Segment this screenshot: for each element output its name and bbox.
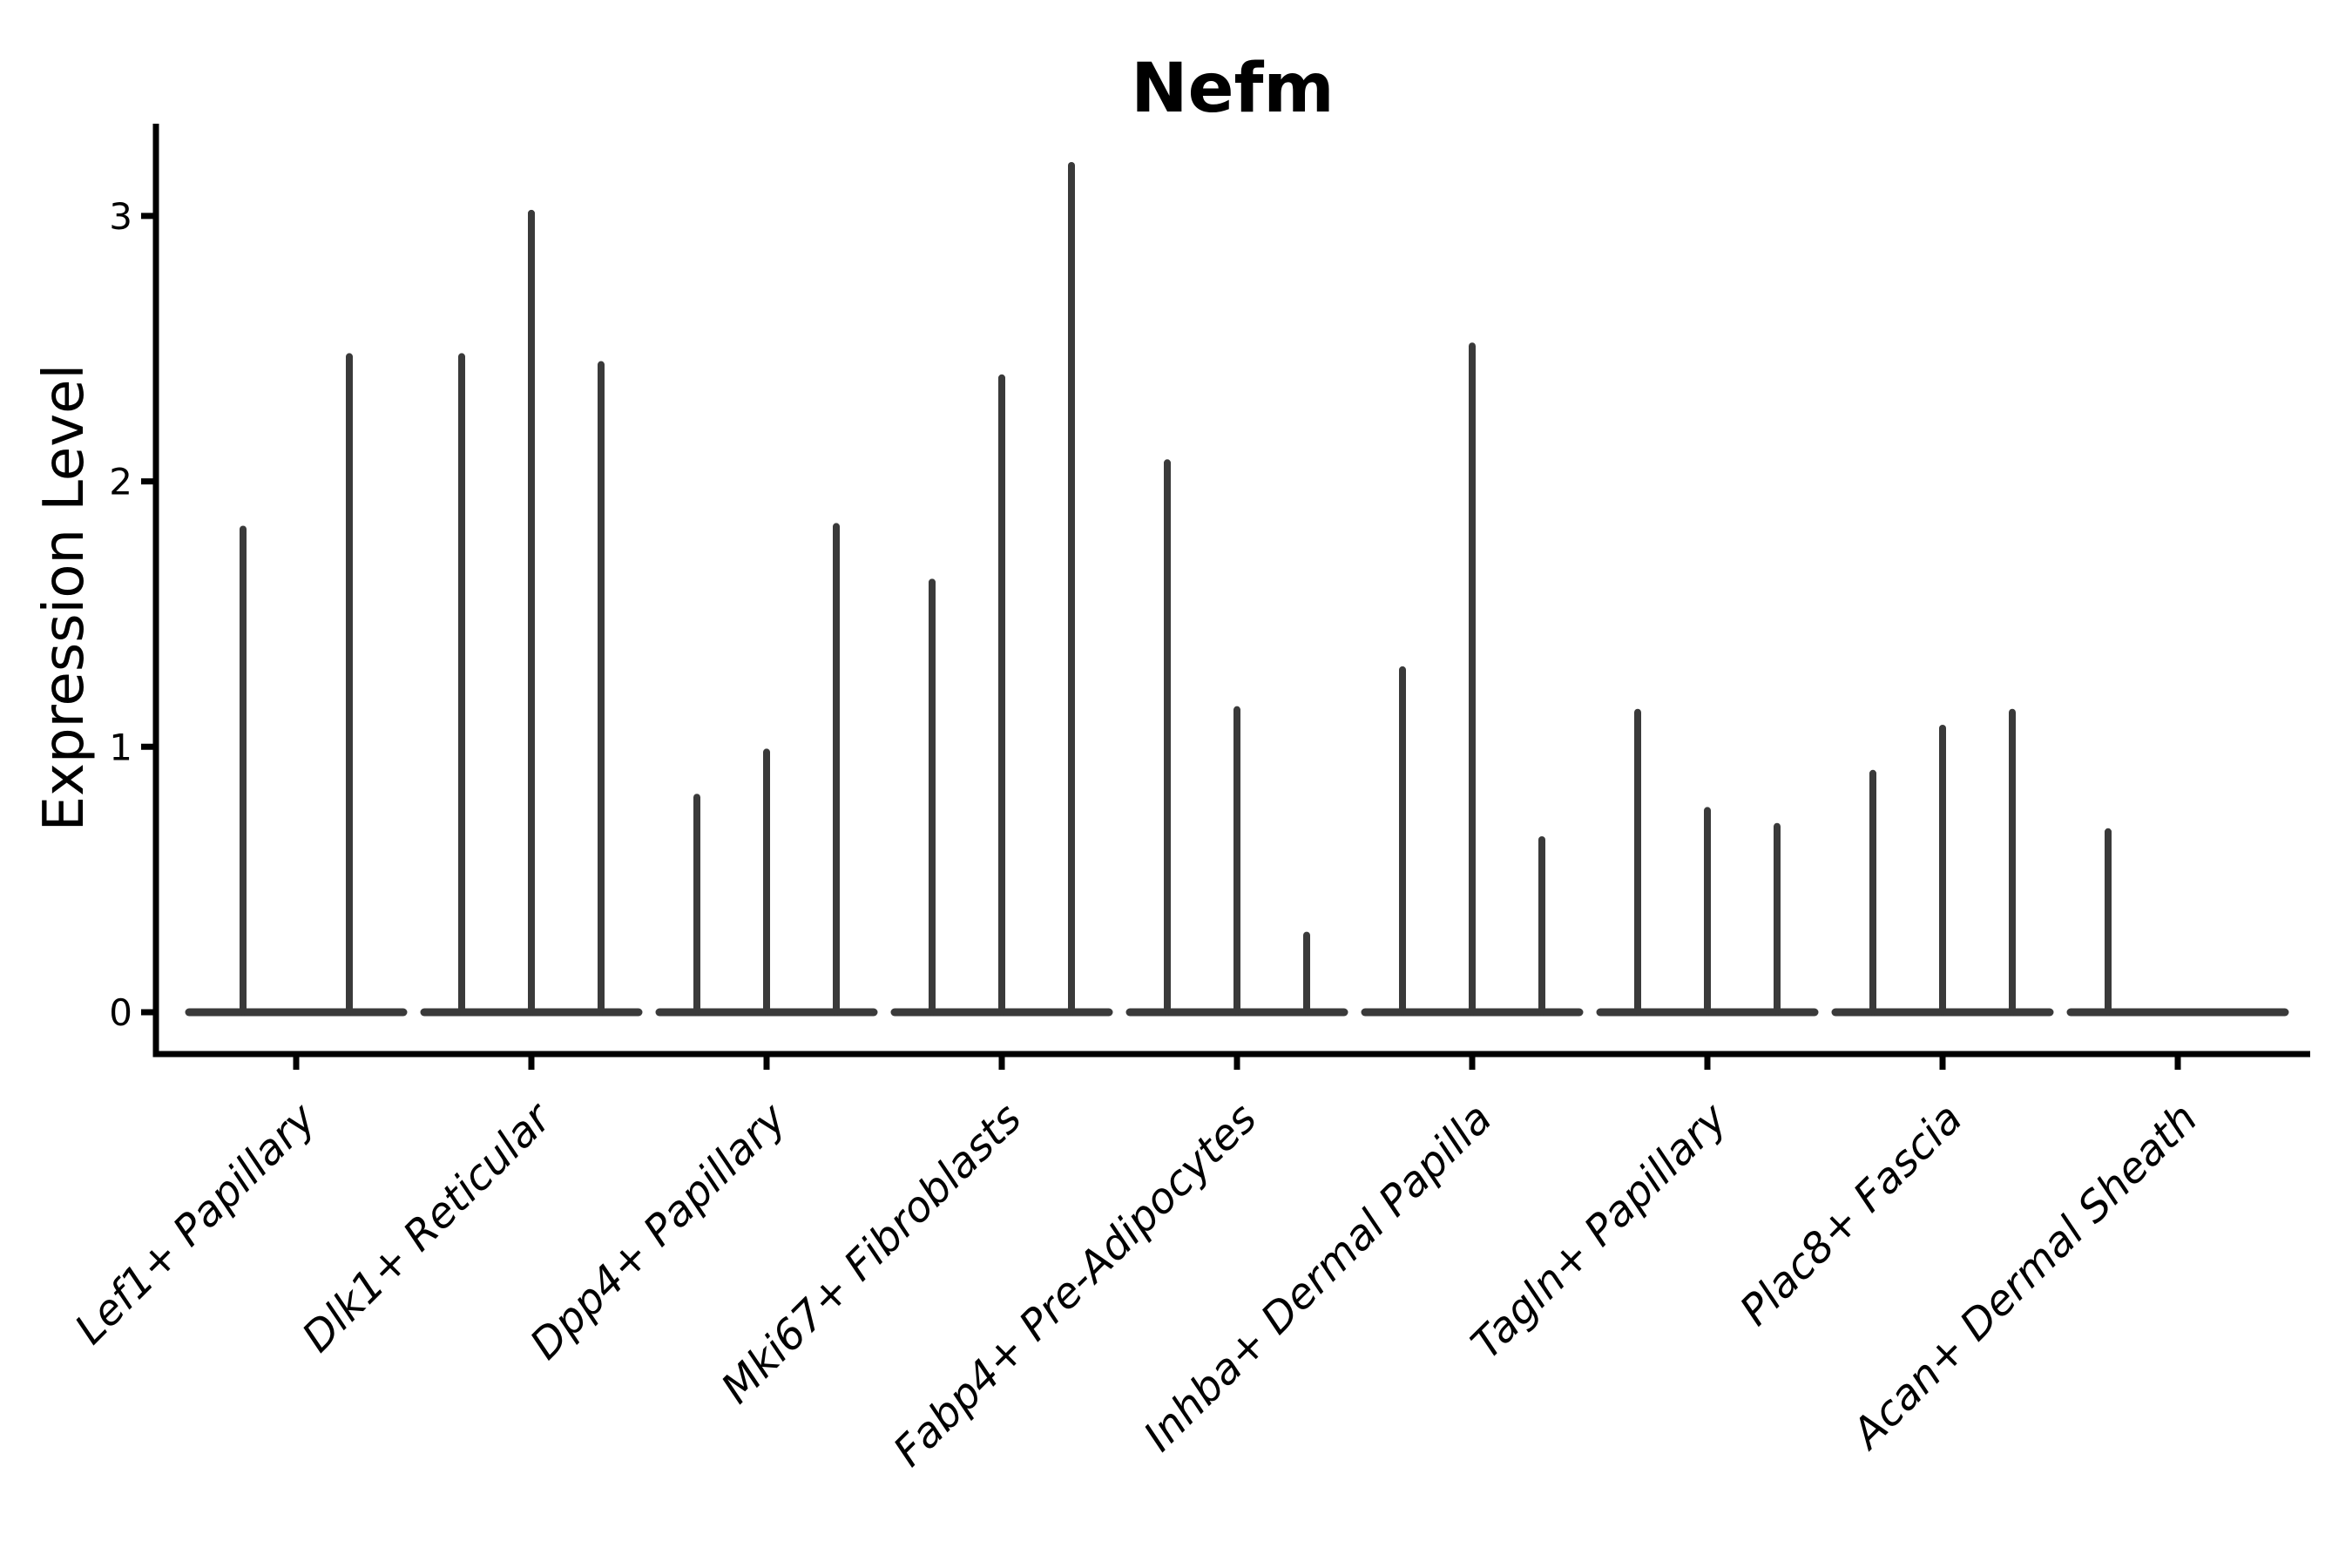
- x-tick-label: Tagln+ Papillary: [1462, 1093, 1737, 1369]
- y-tick-label: 1: [109, 726, 132, 768]
- violin-group: [420, 209, 643, 1017]
- y-tick-label: 3: [109, 195, 132, 238]
- violin-group: [1596, 708, 1819, 1017]
- violin-group: [1831, 708, 2054, 1017]
- chart-title: Nefm: [1131, 50, 1334, 128]
- y-tick-label: 0: [109, 991, 132, 1034]
- y-axis-label: Expression Level: [32, 364, 97, 832]
- violin-group: [890, 162, 1113, 1017]
- violin-group: [1361, 342, 1584, 1017]
- violin-group: [185, 353, 408, 1017]
- violin-group: [655, 523, 878, 1017]
- x-tick-label: Lef1+ Papillary: [65, 1093, 326, 1354]
- y-tick-label: 2: [109, 461, 132, 504]
- x-tick-label: Dpp4+ Papillary: [521, 1093, 796, 1369]
- violins-layer: [185, 162, 2289, 1017]
- violin-group: [2066, 828, 2289, 1017]
- violin-group: [1125, 459, 1348, 1017]
- x-tick-label: Plac8+ Fascia: [1731, 1094, 1972, 1335]
- x-tick-label: Dlk1+ Reticular: [293, 1092, 563, 1362]
